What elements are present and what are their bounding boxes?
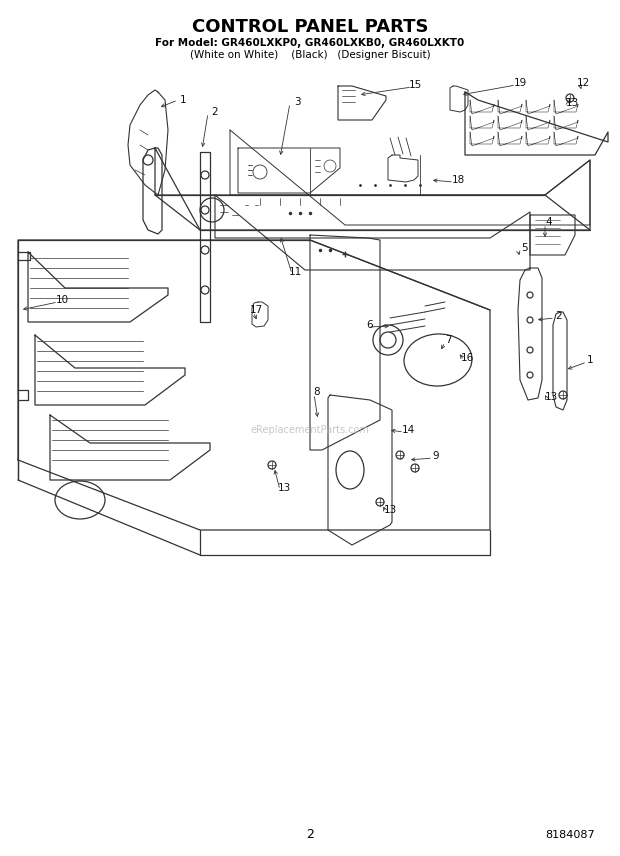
Text: 4: 4 <box>546 217 552 227</box>
Text: 12: 12 <box>577 78 590 88</box>
Text: 13: 13 <box>277 483 291 493</box>
Text: 10: 10 <box>55 295 69 305</box>
Text: 13: 13 <box>383 505 397 515</box>
Text: 8: 8 <box>314 387 321 397</box>
Text: 8184087: 8184087 <box>545 830 595 840</box>
Text: 17: 17 <box>249 305 263 315</box>
Text: 11: 11 <box>288 267 301 277</box>
Text: 2: 2 <box>211 107 218 117</box>
Text: eReplacementParts.com: eReplacementParts.com <box>250 425 370 435</box>
Text: 14: 14 <box>401 425 415 435</box>
Text: 18: 18 <box>451 175 464 185</box>
Text: 9: 9 <box>433 451 440 461</box>
Text: 1: 1 <box>587 355 593 365</box>
Text: (White on White)    (Black)   (Designer Biscuit): (White on White) (Black) (Designer Biscu… <box>190 50 430 60</box>
Text: 2: 2 <box>306 829 314 841</box>
Text: CONTROL PANEL PARTS: CONTROL PANEL PARTS <box>192 18 428 36</box>
Text: 16: 16 <box>461 353 474 363</box>
Text: 13: 13 <box>544 392 557 402</box>
Text: 7: 7 <box>445 335 451 345</box>
Text: 2: 2 <box>556 311 562 321</box>
Text: For Model: GR460LXKP0, GR460LXKB0, GR460LXKT0: For Model: GR460LXKP0, GR460LXKB0, GR460… <box>156 38 464 48</box>
Text: 19: 19 <box>513 78 526 88</box>
Text: 13: 13 <box>565 98 578 108</box>
Text: 15: 15 <box>409 80 422 90</box>
Text: 3: 3 <box>294 97 300 107</box>
Text: 6: 6 <box>366 320 373 330</box>
Text: 1: 1 <box>180 95 187 105</box>
Text: 5: 5 <box>521 243 528 253</box>
